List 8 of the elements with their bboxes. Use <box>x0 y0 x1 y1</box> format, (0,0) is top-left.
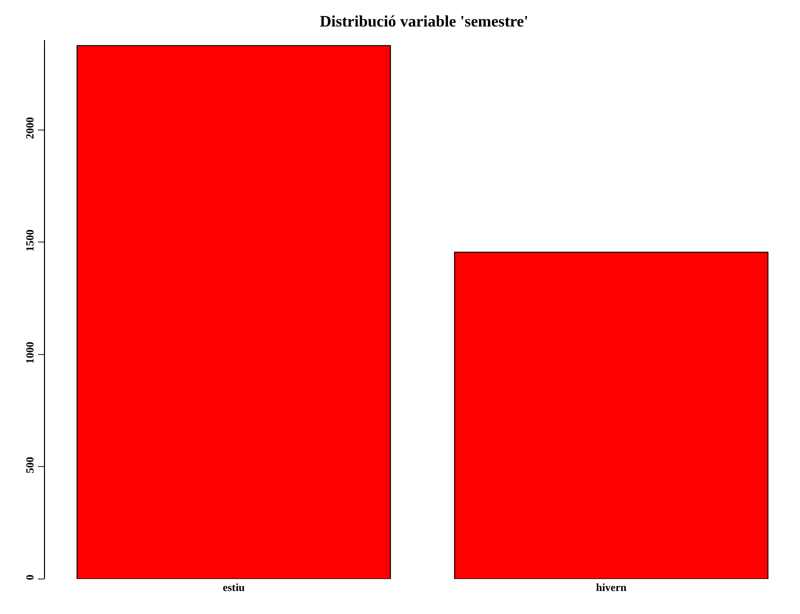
y-tick-label: 0 <box>24 574 37 580</box>
y-tick-label: 1500 <box>24 228 37 252</box>
chart-title: Distribució variable 'semestre' <box>320 14 528 31</box>
y-tick-label: 500 <box>24 456 37 474</box>
x-tick-label: hivern <box>596 582 627 594</box>
y-tick-label: 2000 <box>24 116 37 140</box>
x-tick-label: estiu <box>222 582 245 594</box>
y-tick-label: 1000 <box>24 341 37 364</box>
